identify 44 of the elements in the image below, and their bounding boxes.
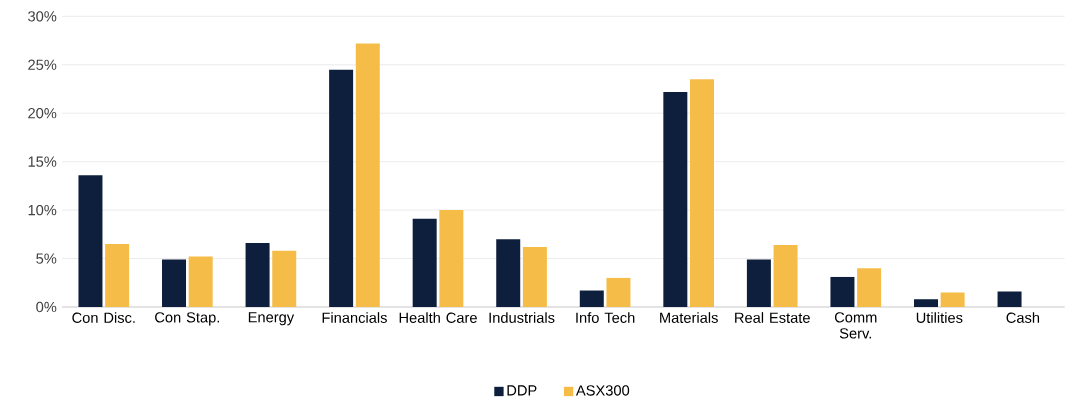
- bar: [496, 239, 521, 307]
- x-tick-label: Financials: [322, 312, 387, 323]
- bar: [746, 259, 771, 307]
- x-tick-label: Con Stap.: [155, 312, 220, 326]
- bar: [162, 259, 187, 307]
- legend-label: ASX300: [575, 385, 630, 396]
- y-tick-label: 20%: [28, 108, 57, 119]
- x-tick-label: Info Tech: [576, 312, 635, 323]
- y-tick-label: 25%: [28, 59, 57, 70]
- x-tick-label: Real Estate: [735, 312, 810, 323]
- bar: [439, 210, 464, 307]
- bar: [997, 291, 1022, 307]
- bar: [272, 250, 297, 307]
- y-tick-label: 0%: [36, 301, 57, 313]
- bar: [579, 290, 604, 307]
- bar: [914, 299, 938, 307]
- bar: [773, 244, 798, 307]
- x-tick-label: Con Disc.: [72, 312, 135, 323]
- x-tick-label: Industrials: [489, 312, 555, 323]
- bar: [690, 79, 714, 307]
- bar: [663, 91, 688, 307]
- x-tick-label: Energy: [248, 312, 295, 326]
- bar: [355, 43, 380, 307]
- x-tick-label: Cash: [1006, 312, 1040, 323]
- bar: [245, 243, 270, 307]
- x-tick-label: Utilities: [916, 312, 963, 323]
- bar: [522, 246, 547, 307]
- bar: [830, 276, 855, 307]
- y-tick-label: 15%: [28, 156, 57, 167]
- bar: [606, 277, 631, 307]
- x-tick-label: Comm Serv.: [834, 312, 877, 339]
- y-tick-label: 30%: [28, 11, 57, 22]
- x-tick-label: Health Care: [399, 312, 477, 323]
- y-tick-label: 5%: [36, 253, 57, 264]
- bar: [188, 256, 213, 307]
- bar: [105, 244, 130, 307]
- bar: [412, 218, 437, 307]
- bar: [857, 268, 882, 307]
- bar: [329, 69, 354, 307]
- legend-label: DDP: [507, 385, 537, 396]
- bar: [940, 292, 965, 307]
- bar: [78, 175, 103, 307]
- x-tick-label: Materials: [660, 312, 718, 323]
- y-tick-label: 10%: [28, 204, 57, 216]
